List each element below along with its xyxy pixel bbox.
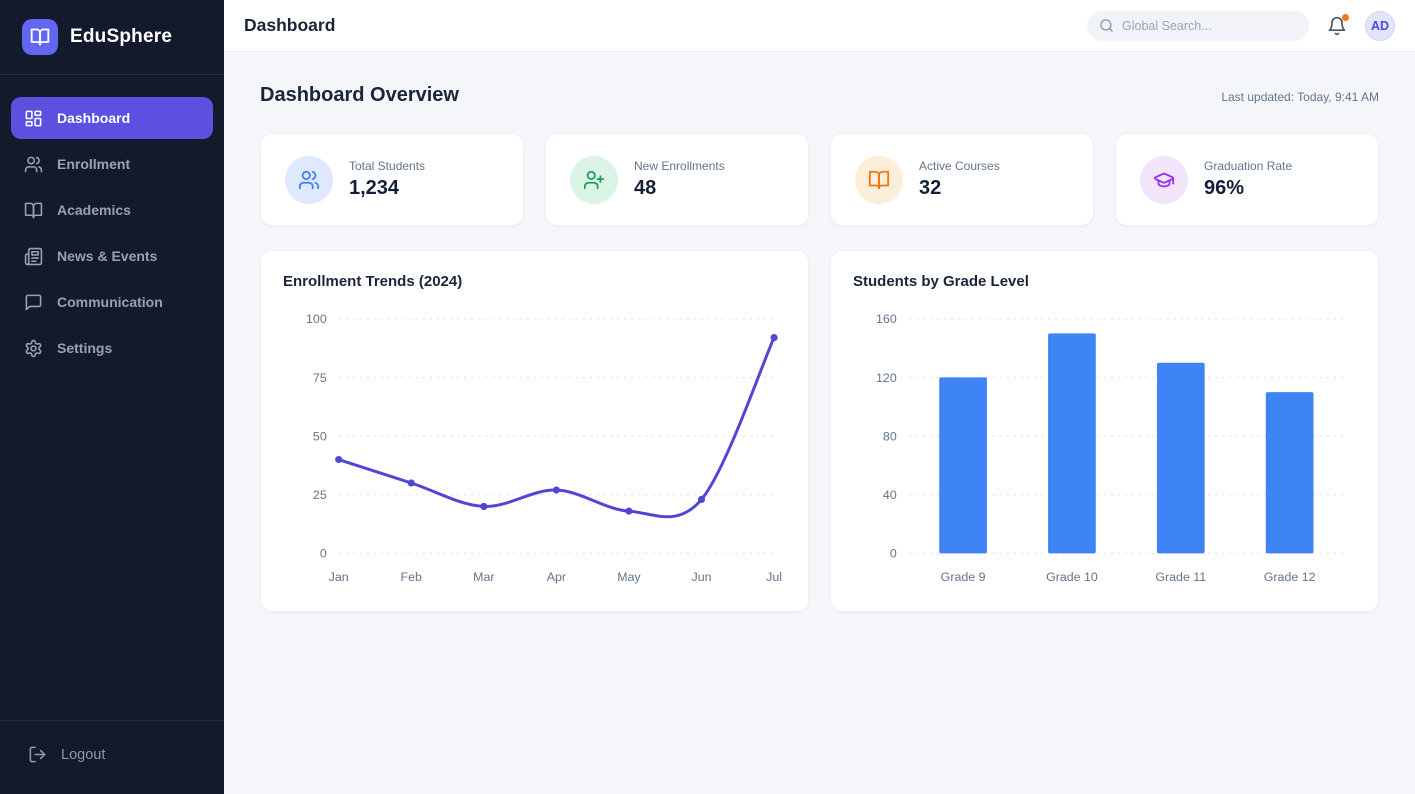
stat-value: 48 <box>634 177 657 199</box>
stat-value: 32 <box>919 177 942 199</box>
svg-text:Feb: Feb <box>401 570 422 584</box>
sidebar-item-academics[interactable]: Academics <box>11 189 213 231</box>
open-book-icon <box>855 155 903 204</box>
search-icon <box>1099 18 1114 33</box>
svg-text:0: 0 <box>890 547 897 561</box>
logout-label: Logout <box>61 746 106 763</box>
chat-bubble-icon <box>24 293 43 312</box>
svg-text:50: 50 <box>313 429 327 443</box>
content-head: Dashboard Overview Last updated: Today, … <box>260 84 1379 107</box>
svg-text:Grade 10: Grade 10 <box>1046 570 1098 584</box>
gear-icon <box>24 339 43 358</box>
charts-grid: Enrollment Trends (2024) 0 25 50 75 100 Jan Fe… <box>260 250 1379 612</box>
svg-text:Grade 9: Grade 9 <box>941 570 986 584</box>
sidebar-item-label: Dashboard <box>57 110 131 126</box>
stat-label: New Enrollments <box>634 159 725 173</box>
newspaper-icon <box>24 247 43 266</box>
sidebar-item-label: Enrollment <box>57 156 131 172</box>
sidebar-item-label: News & Events <box>57 248 158 264</box>
svg-text:Jun: Jun <box>691 570 711 584</box>
sidebar-item-settings[interactable]: Settings <box>11 327 213 369</box>
bell-icon <box>1328 16 1346 35</box>
open-book-icon <box>24 201 43 220</box>
content: Dashboard Overview Last updated: Today, … <box>224 52 1415 794</box>
notifications-button[interactable] <box>1327 13 1349 36</box>
topbar-right: AD <box>1087 10 1395 41</box>
stat-value: 96% <box>1204 177 1245 199</box>
students-users-icon <box>285 155 333 204</box>
students-by-grade-bar-chart: 0 40 80 120 160 Grade 9 Grade 10 Grade 11 Grade … <box>876 312 1345 584</box>
user-plus-icon <box>570 155 618 204</box>
svg-text:0: 0 <box>320 547 327 561</box>
dashboard-grid-icon <box>24 109 43 128</box>
sidebar: EduSphere Dashboard Enrollment Academics <box>0 0 224 794</box>
stat-label: Graduation Rate <box>1204 159 1293 173</box>
stat-label: Total Students <box>349 159 426 173</box>
svg-text:100: 100 <box>306 312 327 326</box>
sidebar-item-dashboard[interactable]: Dashboard <box>11 97 213 139</box>
svg-text:Apr: Apr <box>547 570 566 584</box>
stat-card-new-enrollments: New Enrollments 48 <box>545 133 809 226</box>
stat-label: Active Courses <box>919 159 1000 173</box>
last-updated: Last updated: Today, 9:41 AM <box>1221 90 1379 104</box>
sidebar-item-communication[interactable]: Communication <box>11 281 213 323</box>
app-name: EduSphere <box>70 26 173 47</box>
svg-text:Jan: Jan <box>329 570 349 584</box>
students-by-grade-chart-card: Students by Grade Level 0 40 80 120 160 Grade… <box>830 250 1379 612</box>
stat-card-total-students: Total Students 1,234 <box>260 133 524 226</box>
global-search[interactable] <box>1087 10 1309 41</box>
topbar: Dashboard AD <box>224 0 1415 52</box>
stat-card-graduation-rate: Graduation Rate 96% <box>1115 133 1379 226</box>
chart-title: Students by Grade Level <box>853 273 1029 290</box>
logout-button[interactable]: Logout <box>28 745 224 764</box>
graduation-cap-icon <box>1140 155 1188 204</box>
sidebar-item-label: Communication <box>57 294 163 310</box>
page-title: Dashboard <box>244 15 336 35</box>
users-icon <box>24 155 43 174</box>
svg-text:40: 40 <box>883 488 897 502</box>
stat-value: 1,234 <box>349 177 400 199</box>
stats-grid: Total Students 1,234 New Enrollments 48 <box>260 133 1379 226</box>
logo-row: EduSphere <box>0 0 224 75</box>
sidebar-nav: Dashboard Enrollment Academics News & Ev… <box>0 75 224 720</box>
avatar[interactable]: AD <box>1365 10 1395 41</box>
notification-dot <box>1342 13 1349 21</box>
svg-text:Mar: Mar <box>473 570 494 584</box>
svg-text:160: 160 <box>876 312 897 326</box>
svg-text:75: 75 <box>313 371 327 385</box>
sidebar-item-label: Settings <box>57 340 113 356</box>
main-area: Dashboard AD Dashboard Overview Last upd <box>224 0 1415 794</box>
enrollment-trends-chart-card: Enrollment Trends (2024) 0 25 50 75 100 Jan Fe… <box>260 250 809 612</box>
chart-title: Enrollment Trends (2024) <box>283 273 463 290</box>
svg-text:Grade 11: Grade 11 <box>1155 570 1206 584</box>
sidebar-footer: Logout <box>0 720 224 794</box>
sidebar-item-news-events[interactable]: News & Events <box>11 235 213 277</box>
svg-text:Grade 12: Grade 12 <box>1264 570 1316 584</box>
svg-text:25: 25 <box>313 488 327 502</box>
svg-text:May: May <box>617 570 641 584</box>
svg-text:Jul: Jul <box>766 570 782 584</box>
svg-text:80: 80 <box>883 429 897 443</box>
edusphere-logo-icon <box>22 19 58 55</box>
enrollment-trends-line-chart: 0 25 50 75 100 Jan Feb Mar Apr May Jun Jul <box>306 312 782 584</box>
svg-text:120: 120 <box>876 371 897 385</box>
overview-title: Dashboard Overview <box>260 84 459 106</box>
logout-icon <box>28 745 47 764</box>
search-input[interactable] <box>1122 18 1297 33</box>
sidebar-item-label: Academics <box>57 202 131 218</box>
stat-card-active-courses: Active Courses 32 <box>830 133 1094 226</box>
sidebar-item-enrollment[interactable]: Enrollment <box>11 143 213 185</box>
